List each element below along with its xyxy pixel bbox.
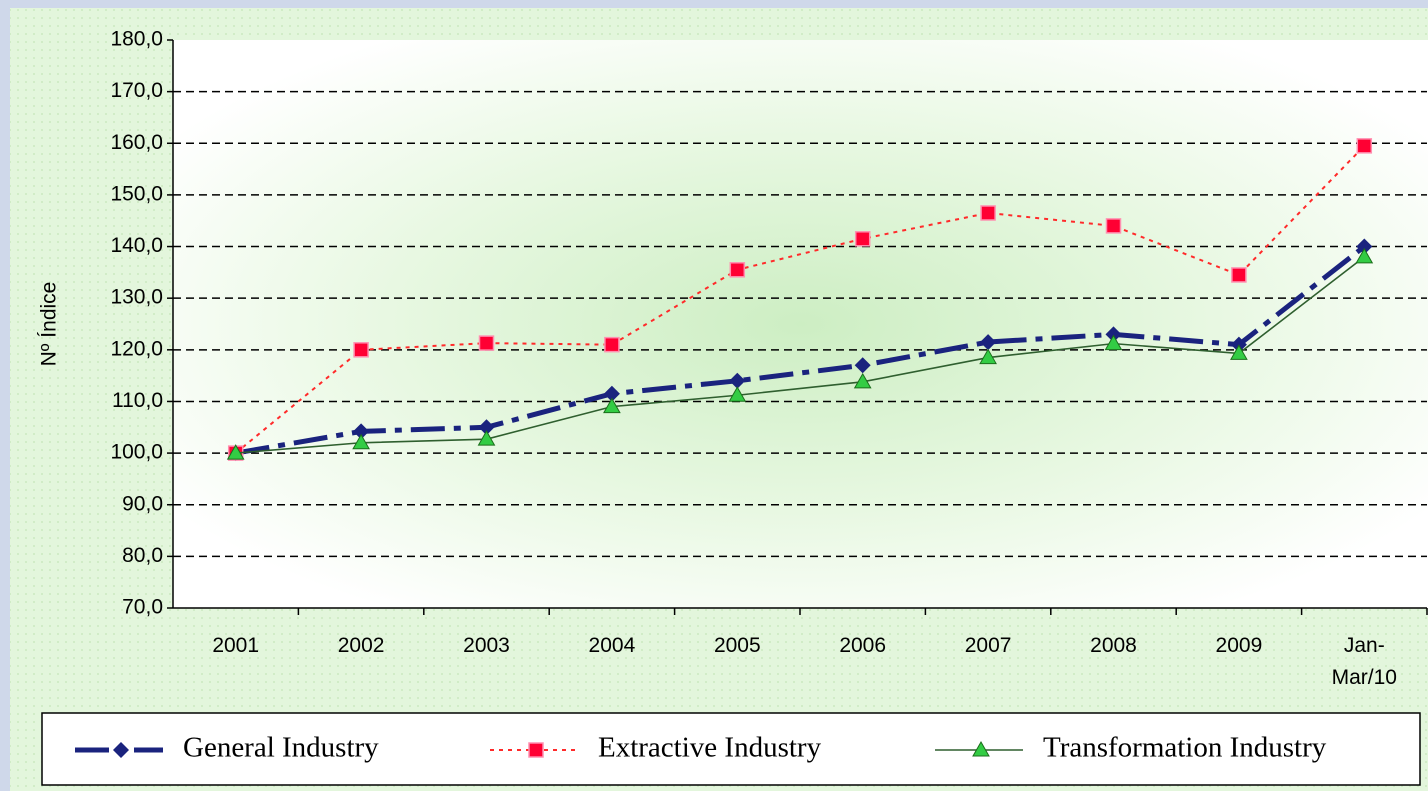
series-line <box>235 145 1366 454</box>
legend-marker <box>972 740 990 757</box>
point <box>603 385 620 402</box>
point <box>1355 247 1374 264</box>
point <box>1104 334 1123 351</box>
point <box>1105 218 1122 234</box>
point <box>353 423 370 440</box>
point <box>352 433 370 450</box>
x-tick-label: 2006 <box>839 634 886 657</box>
y-tick-label: 120,0 <box>110 337 163 360</box>
point <box>1231 267 1247 283</box>
point <box>1230 344 1248 360</box>
plot-area <box>173 40 1428 608</box>
point <box>604 336 620 353</box>
point <box>603 397 621 414</box>
y-tick-label: 90,0 <box>122 492 163 515</box>
x-tick-label: 2004 <box>589 634 636 657</box>
point <box>853 372 872 389</box>
point <box>478 419 495 436</box>
y-tick-label: 70,0 <box>122 596 163 619</box>
legend-label: General Industry <box>183 732 379 764</box>
point <box>1356 138 1373 154</box>
point <box>226 444 245 460</box>
y-tick-label: 150,0 <box>110 182 163 205</box>
x-tick-label: 2007 <box>965 634 1012 657</box>
point <box>477 430 496 446</box>
point <box>353 342 369 358</box>
y-tick-label: 140,0 <box>110 234 163 257</box>
point <box>728 386 747 402</box>
x-tick-label: 2002 <box>338 634 385 657</box>
point <box>854 357 871 374</box>
legend-marker <box>113 742 129 758</box>
y-tick-label: 110,0 <box>112 389 163 412</box>
series-line <box>235 244 1366 456</box>
legend-label: Extractive Industry <box>598 732 822 764</box>
point <box>729 262 746 278</box>
point <box>1105 326 1122 343</box>
legend-label: Transformation Industry <box>1043 732 1327 764</box>
y-tick-label: 130,0 <box>110 286 163 309</box>
y-tick-label: 80,0 <box>122 544 163 567</box>
point <box>729 372 746 389</box>
y-tick-label: 100,0 <box>110 441 163 464</box>
x-tick-label: 2003 <box>463 634 510 657</box>
x-tick-label: 2008 <box>1090 634 1137 657</box>
point <box>980 334 997 351</box>
y-tick-label: 170,0 <box>110 79 163 102</box>
y-axis-label: Nº Índice <box>38 282 61 367</box>
point <box>980 205 996 221</box>
x-tick-label: 2001 <box>212 634 259 657</box>
legend-marker <box>528 742 544 758</box>
y-tick-label: 160,0 <box>110 131 163 154</box>
x-tick-label: Jan-Mar/10 <box>1332 634 1397 689</box>
y-tick-label: 180,0 <box>110 28 163 51</box>
x-tick-label: 2009 <box>1216 634 1263 657</box>
point <box>979 348 997 365</box>
point <box>478 335 495 351</box>
series-line <box>235 256 1365 454</box>
x-tick-label: 2005 <box>714 634 761 657</box>
point <box>1356 238 1373 255</box>
point <box>854 231 871 247</box>
legend <box>41 712 1421 786</box>
